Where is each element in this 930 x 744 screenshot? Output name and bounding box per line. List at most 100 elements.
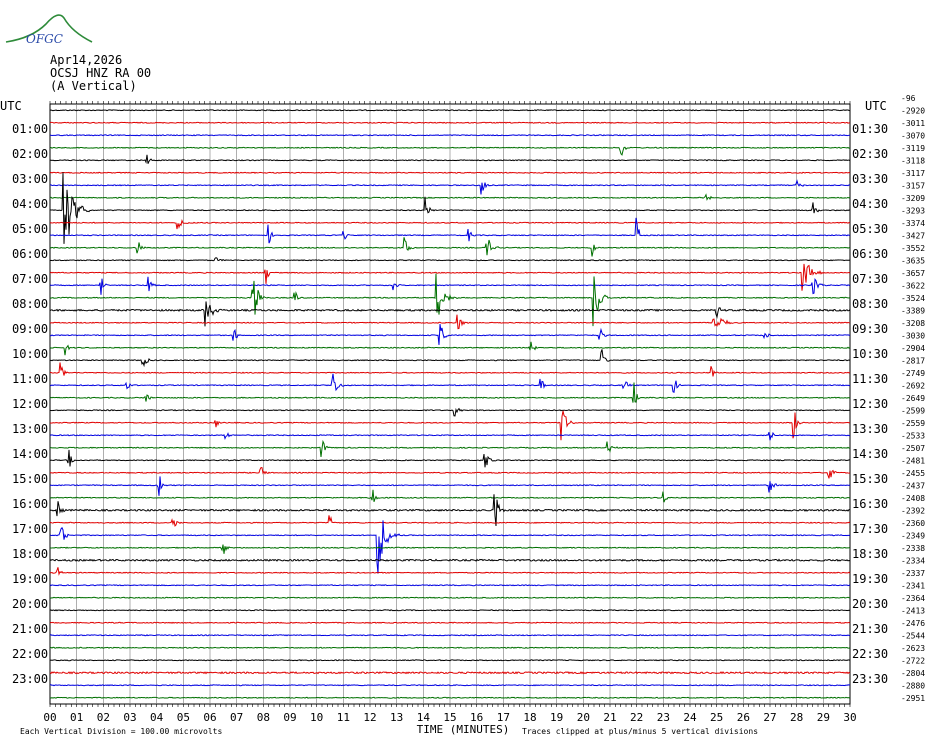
left-hour-label: 20:00 xyxy=(12,597,48,611)
right-hour-label: 14:30 xyxy=(852,447,888,461)
right-hour-label: 08:30 xyxy=(852,297,888,311)
trace-offset-value: -3293 xyxy=(901,206,925,215)
trace-offset-value: -2533 xyxy=(901,431,925,440)
right-hour-label: 02:30 xyxy=(852,147,888,161)
trace-offset-value: -2507 xyxy=(901,444,925,453)
seismic-trace xyxy=(49,276,851,295)
left-hour-label: 22:00 xyxy=(12,647,48,661)
seismic-trace xyxy=(49,218,851,230)
trace-offset-value: -2481 xyxy=(901,456,925,465)
x-tick-label: 15 xyxy=(443,711,456,724)
trace-offset-value: -2649 xyxy=(901,394,925,403)
seismic-trace xyxy=(49,431,851,441)
x-tick-label: 09 xyxy=(283,711,296,724)
trace-offset-value: -3389 xyxy=(901,306,925,315)
left-hour-label: 23:00 xyxy=(12,672,48,686)
right-hour-label: 07:30 xyxy=(852,272,888,286)
seismic-trace xyxy=(49,407,851,417)
trace-offset-value: -2364 xyxy=(901,594,925,603)
trace-offset-value: -2544 xyxy=(901,631,925,640)
seismic-trace xyxy=(49,217,851,244)
trace-offset-value: -3030 xyxy=(901,331,925,340)
seismic-trace xyxy=(49,596,851,599)
right-hour-label: 06:30 xyxy=(852,247,888,261)
left-hour-label: 11:00 xyxy=(12,372,48,386)
trace-offset-value: -3208 xyxy=(901,319,925,328)
x-tick-label: 20 xyxy=(577,711,590,724)
right-hour-label: 03:30 xyxy=(852,172,888,186)
trace-offset-value: -3552 xyxy=(901,244,925,253)
seismic-trace xyxy=(49,341,851,356)
trace-offset-value: -3635 xyxy=(901,256,925,265)
trace-offset-value: -3117 xyxy=(901,169,925,178)
logo-text: OFGC xyxy=(26,32,63,46)
right-hour-label: 11:30 xyxy=(852,372,888,386)
seismic-trace xyxy=(49,362,851,377)
x-tick-label: 22 xyxy=(630,711,643,724)
seismic-trace xyxy=(49,609,851,612)
left-hour-label: 14:00 xyxy=(12,447,48,461)
trace-offset-value: -3157 xyxy=(901,181,925,190)
trace-offset-value: -2951 xyxy=(901,694,925,703)
trace-offset-value: -2920 xyxy=(901,106,925,115)
seismic-trace xyxy=(49,301,851,327)
trace-offset-value: -3119 xyxy=(901,144,925,153)
seismic-trace xyxy=(49,109,851,112)
trace-offset-value: -2338 xyxy=(901,544,925,553)
seismic-trace xyxy=(49,273,851,327)
seismic-trace xyxy=(49,634,851,637)
seismic-trace xyxy=(49,121,851,124)
x-tick-label: 25 xyxy=(710,711,723,724)
x-tick-label: 02 xyxy=(97,711,110,724)
right-axis-title: UTC xyxy=(865,99,887,113)
x-tick-label: 18 xyxy=(523,711,536,724)
seismic-trace xyxy=(50,684,851,687)
left-hour-label: 19:00 xyxy=(12,572,48,586)
trace-offset-value: -3524 xyxy=(901,294,925,303)
chart-header: Apr14,2026 OCSJ HNZ RA 00 (A Vertical) xyxy=(50,54,151,93)
seismic-trace xyxy=(49,558,851,562)
x-tick-label: 11 xyxy=(337,711,350,724)
right-hour-label: 12:30 xyxy=(852,397,888,411)
seismic-trace xyxy=(49,489,851,503)
x-tick-label: 10 xyxy=(310,711,323,724)
x-tick-label: 29 xyxy=(817,711,830,724)
right-hour-label: 15:30 xyxy=(852,472,888,486)
trace-offset-value: -2804 xyxy=(901,669,925,678)
footer-clipping-note: Traces clipped at plus/minus 5 vertical … xyxy=(522,727,758,736)
trace-offset-value: -2599 xyxy=(901,406,925,415)
seismic-trace xyxy=(49,263,851,291)
x-tick-label: 03 xyxy=(123,711,136,724)
left-hour-label: 12:00 xyxy=(12,397,48,411)
right-hour-label: 16:30 xyxy=(852,497,888,511)
seismic-trace xyxy=(49,544,851,554)
left-axis-title: UTC xyxy=(0,99,22,113)
trace-offset-value: -2817 xyxy=(901,356,925,365)
right-hour-label: 10:30 xyxy=(852,347,888,361)
right-hour-label: 23:30 xyxy=(852,672,888,686)
ofgc-logo: OFGC xyxy=(5,14,93,46)
x-tick-label: 23 xyxy=(657,711,670,724)
x-tick-label: 26 xyxy=(737,711,750,724)
seismic-trace xyxy=(49,373,851,393)
trace-offset-value: -2722 xyxy=(901,656,925,665)
seismic-trace xyxy=(49,382,851,403)
seismic-trace xyxy=(49,476,851,496)
trace-offset-value: -3118 xyxy=(901,156,925,165)
left-hour-label: 02:00 xyxy=(12,147,48,161)
right-hour-label: 18:30 xyxy=(852,547,888,561)
left-hour-label: 01:00 xyxy=(12,122,48,136)
seismic-trace xyxy=(49,696,851,699)
trace-offset-value: -2749 xyxy=(901,369,925,378)
right-hour-label: 21:30 xyxy=(852,622,888,636)
seismic-trace xyxy=(49,520,851,574)
seismic-trace xyxy=(49,179,851,195)
seismic-trace xyxy=(49,193,851,201)
trace-offset-value: -2692 xyxy=(901,381,925,390)
x-tick-label: 08 xyxy=(257,711,270,724)
right-hour-label: 20:30 xyxy=(852,597,888,611)
right-hour-label: 13:30 xyxy=(852,422,888,436)
x-tick-label: 01 xyxy=(70,711,83,724)
trace-offset-value: -2360 xyxy=(901,519,925,528)
